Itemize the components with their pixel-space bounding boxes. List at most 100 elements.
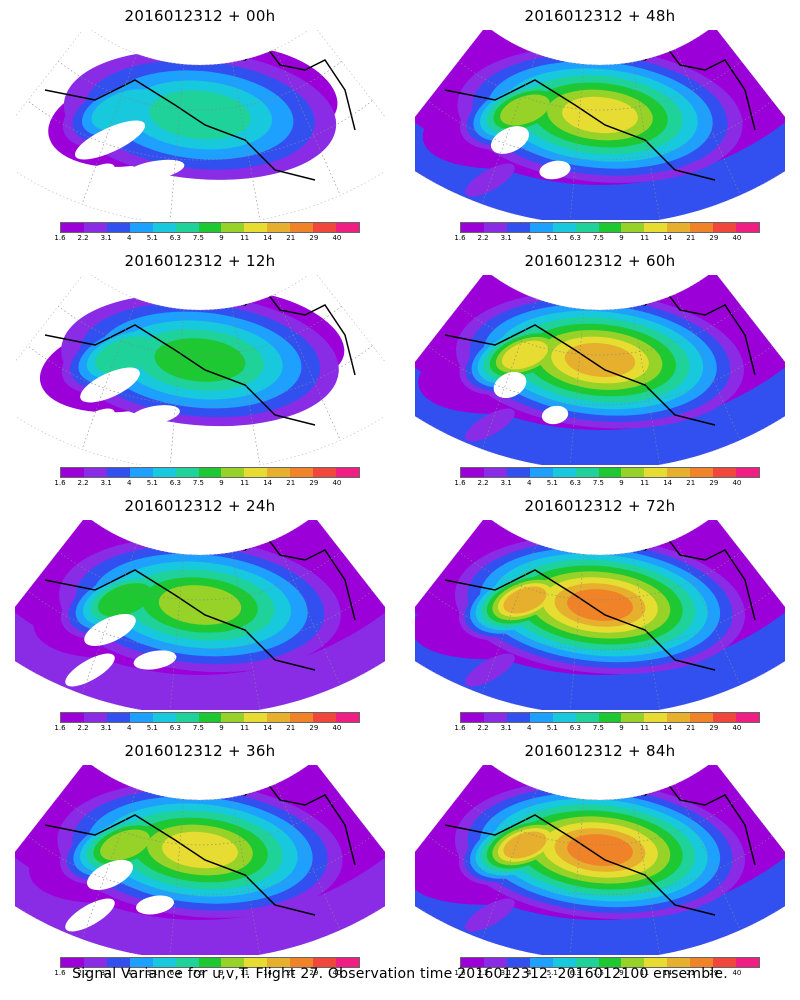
longitude-line — [631, 552, 661, 710]
colorbar-swatch — [175, 223, 199, 232]
outer-ring — [15, 855, 385, 955]
colorbar-swatch — [461, 958, 484, 967]
colorbar-tick-label: 21 — [286, 724, 296, 732]
colorbar-swatch — [129, 958, 153, 967]
panel-title: 2016012312 + 72h — [524, 497, 676, 515]
colorbar-tick-label: 14 — [263, 724, 273, 732]
panel-title: 2016012312 + 12h — [124, 252, 276, 270]
colorbar-swatch — [506, 958, 530, 967]
colorbar-tick-label: 21 — [286, 969, 296, 977]
longitude-line — [674, 48, 741, 196]
colorbar-swatch — [290, 468, 314, 477]
colorbar-swatch — [175, 958, 199, 967]
colorbar-tick-label: 4 — [526, 724, 532, 732]
variance-map — [15, 30, 385, 220]
colorbar-ticks: 1.6 2.2 3.1 4 5.1 6.3 7.5 9 11 14 21 29 40 — [444, 969, 776, 979]
colorbar-tick-label: 7.5 — [592, 969, 605, 977]
colorbar-tick-label: 7.5 — [592, 724, 605, 732]
colorbar-tick-label: 29 — [309, 479, 319, 487]
colorbar-tick-label: 7.5 — [192, 234, 205, 242]
longitude-line — [481, 298, 538, 450]
colorbar-swatch — [736, 713, 759, 722]
contour-band — [562, 96, 638, 134]
colorbar-tick-label: 4 — [526, 479, 532, 487]
contour-band — [149, 90, 251, 140]
map-panel: 2016012312 + 24h 1.6 2.2 3.1 4 5.1 6.3 7.5 9 11 14… — [0, 490, 400, 735]
longitude-line — [631, 307, 661, 465]
colorbar-swatch — [83, 958, 107, 967]
contour-band — [503, 586, 547, 614]
colorbar-swatch — [83, 223, 107, 232]
map-frame — [15, 520, 385, 710]
longitude-line — [631, 62, 661, 220]
colorbar-ticks: 1.6 2.2 3.1 4 5.1 6.3 7.5 9 11 14 21 29 40 — [44, 234, 376, 244]
colorbar-swatch — [313, 223, 337, 232]
white-gap — [465, 408, 515, 442]
colorbar-swatch — [667, 223, 691, 232]
colorbar-swatch — [61, 468, 84, 477]
colorbar-tick-label: 7.5 — [592, 479, 605, 487]
longitude-line — [674, 783, 741, 931]
outer-ring — [415, 610, 785, 710]
colorbar-tick-label: 40 — [732, 724, 742, 732]
colorbar-swatch — [152, 223, 176, 232]
colorbar-swatch — [198, 713, 222, 722]
colorbar-tick-label: 21 — [286, 234, 296, 242]
colorbar-swatch — [313, 468, 337, 477]
white-gap — [539, 160, 571, 180]
contour-band — [97, 583, 153, 617]
variance-map — [415, 520, 785, 710]
coastline — [624, 524, 664, 546]
variance-map — [15, 765, 385, 955]
colorbar-tick-label: 5.1 — [546, 234, 558, 242]
coastline — [44, 814, 316, 916]
colorbar-tick-label: 5.1 — [546, 724, 558, 732]
map-panel: 2016012312 + 60h 1.6 2.2 3.1 4 5.1 6.3 7.5 9 11 14… — [400, 245, 800, 490]
colorbar-tick-label: 6.3 — [169, 724, 181, 732]
coastline — [444, 79, 716, 181]
latitude-line — [427, 345, 773, 406]
colorbar-tick-label: 40 — [332, 969, 342, 977]
colorbar-swatch — [598, 958, 622, 967]
outer-ring — [15, 610, 385, 710]
colorbar-tick-label: 21 — [286, 479, 296, 487]
colorbar-swatch — [461, 223, 484, 232]
colorbar-tick-label: 40 — [732, 479, 742, 487]
longitude-line — [81, 53, 138, 205]
colorbar-tick-label: 11 — [240, 234, 250, 242]
colorbar-tick-label: 40 — [732, 969, 742, 977]
colorbar-swatch — [106, 468, 130, 477]
colorbar-tick-label: 4 — [126, 234, 132, 242]
longitude-line — [481, 543, 538, 695]
colorbar-swatch — [83, 468, 107, 477]
colorbar-ticks: 1.6 2.2 3.1 4 5.1 6.3 7.5 9 11 14 21 29 40 — [44, 724, 376, 734]
colorbar-tick-label: 3.1 — [500, 479, 512, 487]
figure-caption: Signal Variance for u,v,T. Flight 27. Ob… — [72, 966, 728, 982]
panel-title: 2016012312 + 48h — [524, 7, 676, 25]
contour-band — [91, 89, 159, 131]
colorbar-swatch — [336, 713, 359, 722]
map-panel: 2016012312 + 72h 1.6 2.2 3.1 4 5.1 6.3 7.5 9 11 14… — [400, 490, 800, 735]
colorbar-swatch — [690, 958, 714, 967]
colorbar-tick-label: 7.5 — [192, 969, 205, 977]
longitude-line — [674, 538, 741, 686]
colorbar-swatch — [106, 223, 130, 232]
colorbar-tick-label: 4 — [526, 234, 532, 242]
white-gap — [133, 650, 177, 670]
colorbar-swatch — [529, 468, 553, 477]
colorbar-swatch — [552, 468, 576, 477]
colorbar-swatch — [483, 713, 507, 722]
colorbar-swatch — [61, 713, 84, 722]
colorbar-tick-label: 3.1 — [500, 969, 512, 977]
colorbar-swatch — [129, 223, 153, 232]
white-gap — [80, 367, 140, 403]
colorbar-tick-label: 5.1 — [546, 479, 558, 487]
colorbar-tick-label: 40 — [332, 479, 342, 487]
colorbar-swatch — [221, 468, 245, 477]
panel-title: 2016012312 + 36h — [124, 742, 276, 760]
latitude-line — [458, 796, 742, 846]
colorbar-tick-label: 3.1 — [100, 969, 112, 977]
colorbar-tick-label: 4 — [526, 969, 532, 977]
colorbar-tick-label: 1.6 — [54, 479, 66, 487]
